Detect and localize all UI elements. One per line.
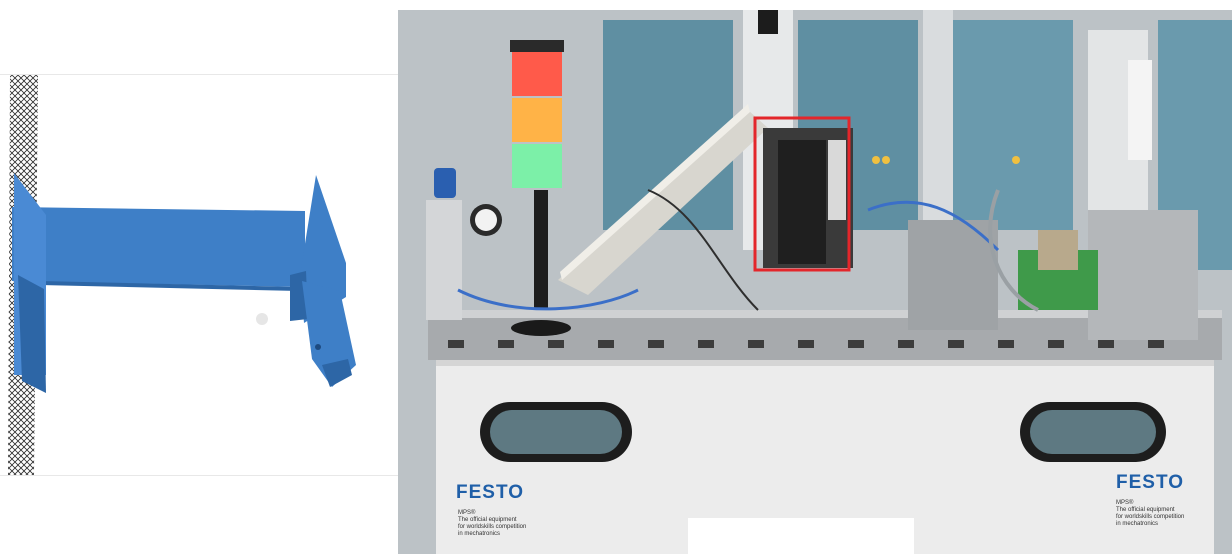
connector (1038, 230, 1078, 270)
stack-light-amber (512, 98, 562, 142)
bolt-hole (315, 344, 321, 350)
stack-light-red (512, 52, 562, 96)
festo-logo-left: FESTO (456, 482, 524, 503)
marker-tag (1128, 60, 1152, 160)
festo-caption-right: MPS® The official equipment for worldski… (1116, 500, 1185, 527)
render-artifact (256, 313, 268, 325)
cad-model (8, 75, 356, 475)
label-sticker (688, 518, 914, 554)
marker-tag (758, 10, 778, 34)
beam-top (12, 207, 305, 287)
slide-rail (558, 110, 768, 295)
station-photo: FESTO MPS® The official equipment for wo… (398, 10, 1232, 554)
beam-shadow (40, 281, 300, 291)
profile-rail (1088, 210, 1198, 340)
stack-light-green (512, 144, 562, 188)
cad-render-panel (0, 74, 398, 476)
highlight-box (753, 116, 851, 272)
regulator-knob (434, 168, 456, 198)
cabinet (953, 20, 1073, 230)
station-scene (398, 10, 1232, 554)
profile-rail (908, 220, 998, 330)
festo-caption-left: MPS® The official equipment for worldski… (458, 510, 527, 537)
stack-light-pole (534, 190, 548, 310)
festo-logo-right: FESTO (1116, 472, 1184, 493)
pressure-regulator (426, 200, 462, 320)
right-bracket-leg-shade (322, 359, 352, 387)
left-bracket-leg (18, 275, 46, 393)
